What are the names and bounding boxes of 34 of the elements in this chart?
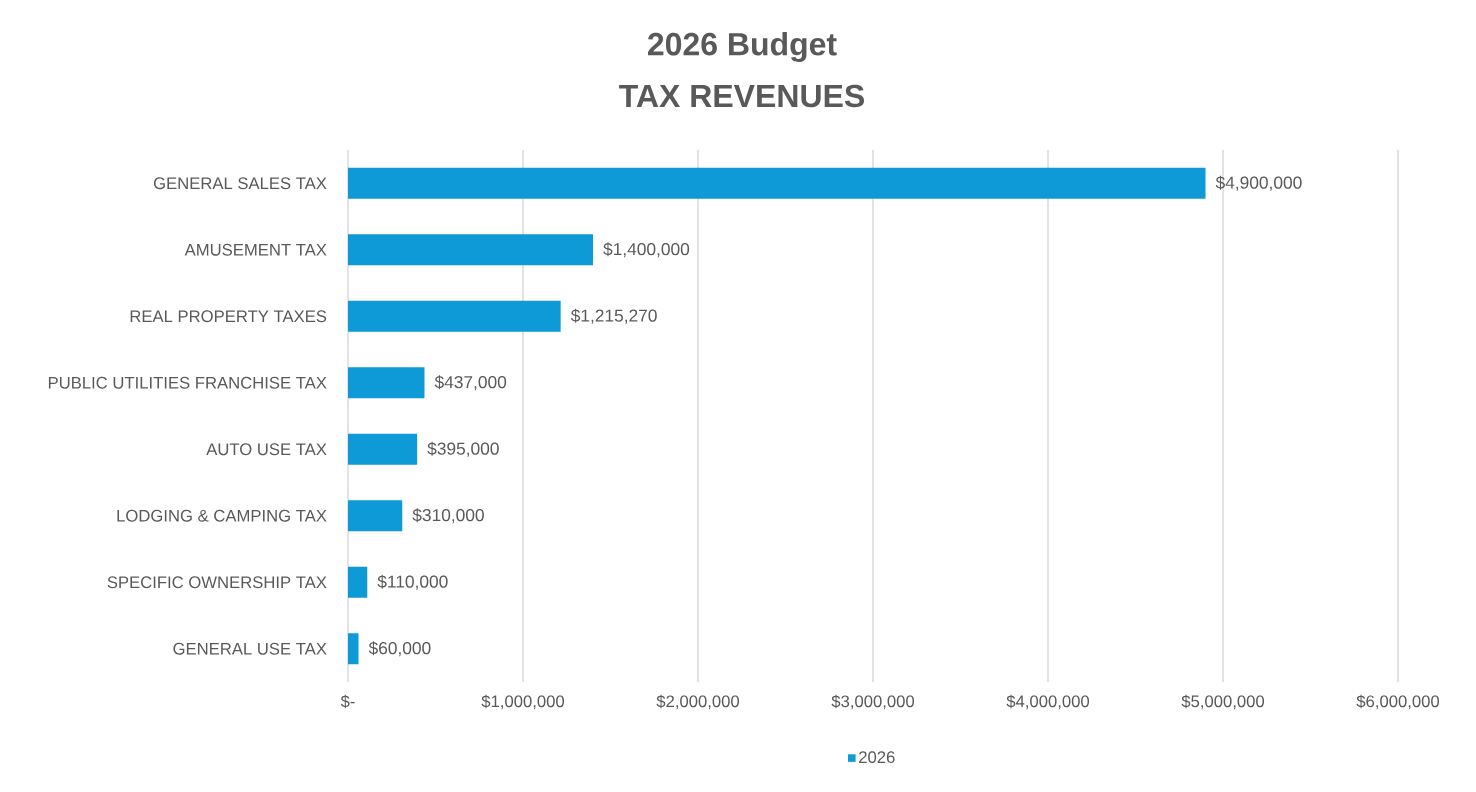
bar — [348, 167, 1206, 199]
bar — [348, 300, 561, 332]
data-label: $110,000 — [377, 574, 448, 590]
legend-label: 2026 — [859, 751, 895, 764]
x-tick-label: $2,000,000 — [656, 694, 740, 710]
x-tick-label: $6,000,000 — [1356, 694, 1440, 710]
data-label: $437,000 — [434, 375, 507, 391]
data-label: $4,900,000 — [1215, 175, 1302, 191]
y-tick-label: REAL PROPERTY TAXES — [130, 310, 327, 323]
chart-title: 2026 Budget — [647, 32, 837, 62]
data-label: $395,000 — [427, 441, 499, 457]
y-tick-label: GENERAL SALES TAX — [153, 177, 327, 190]
bar — [348, 566, 368, 598]
bar — [348, 500, 403, 532]
bar — [348, 234, 593, 266]
chart-subtitle: TAX REVENUES — [619, 84, 865, 108]
x-tick-label: $3,000,000 — [831, 694, 915, 710]
data-label: $1,400,000 — [603, 242, 690, 258]
data-label: $310,000 — [412, 508, 484, 524]
x-tick-label: $5,000,000 — [1181, 694, 1265, 710]
y-tick-label: GENERAL USE TAX — [173, 642, 327, 655]
y-tick-label: PUBLIC UTILITIES FRANCHISE TAX — [48, 376, 327, 389]
x-tick-label: $- — [340, 694, 355, 709]
data-label: $60,000 — [368, 641, 431, 657]
bar — [348, 367, 425, 399]
bar — [348, 433, 418, 465]
x-tick-label: $4,000,000 — [1006, 694, 1090, 710]
bar — [348, 633, 359, 665]
y-tick-label: AMUSEMENT TAX — [184, 243, 327, 256]
y-tick-label: LODGING & CAMPING TAX — [117, 509, 327, 522]
y-tick-label: SPECIFIC OWNERSHIP TAX — [107, 576, 327, 589]
data-label: $1,215,270 — [570, 308, 657, 324]
y-tick-label: AUTO USE TAX — [206, 443, 327, 456]
x-tick-label: $1,000,000 — [481, 694, 565, 710]
